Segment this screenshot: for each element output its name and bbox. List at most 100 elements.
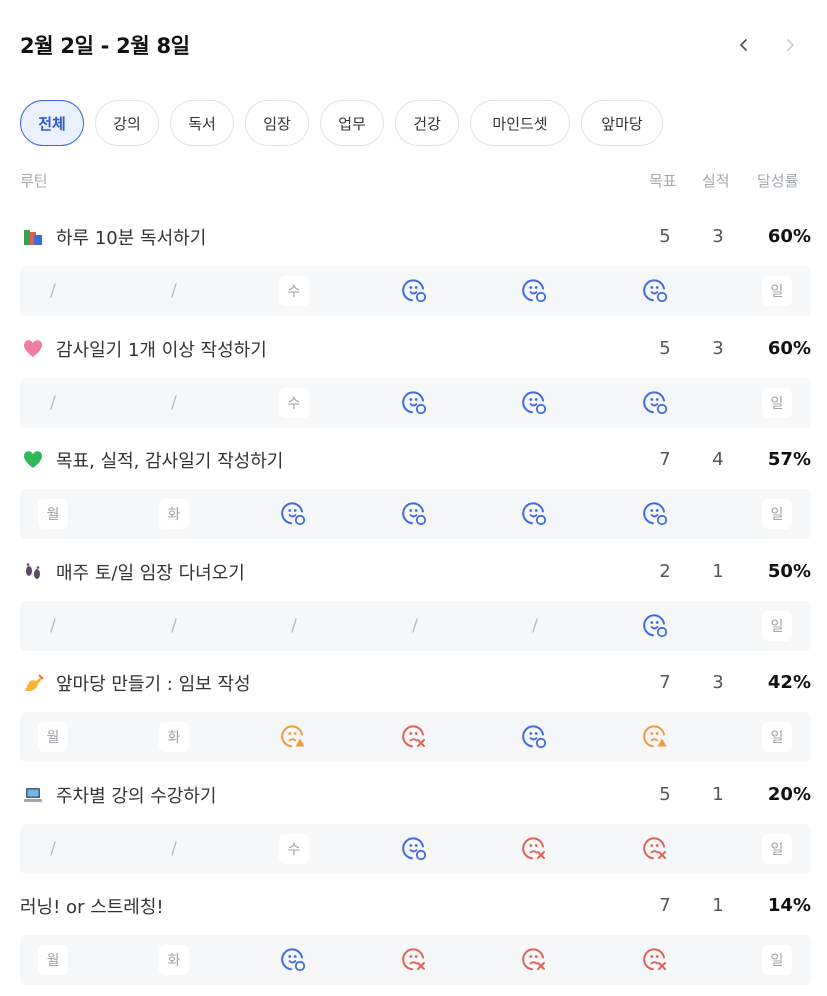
status-success-icon[interactable] [639,386,673,420]
day-label-box[interactable]: 월 [36,497,70,531]
status-fail-icon[interactable] [639,943,673,977]
filter-chip[interactable]: 독서 [170,100,234,146]
status-success-icon[interactable] [518,274,552,308]
status-success-icon[interactable] [518,720,552,754]
day-empty-slot[interactable]: / [36,832,70,866]
routine-row[interactable]: 감사일기 1개 이상 작성하기 5 3 60% / / 수 일 [20,334,811,432]
routine-done-count: 3 [712,337,724,359]
prev-week-button[interactable] [731,32,757,58]
routine-goal-count: 7 [659,449,671,470]
filter-chip[interactable]: 전체 [20,100,84,146]
day-label: 일 [762,945,792,975]
day-label-box[interactable]: 일 [760,274,794,308]
day-empty-slot[interactable]: / [157,832,191,866]
filter-chip[interactable]: 마인드셋 [470,100,570,146]
slash-mark: / [171,281,177,301]
slash-mark: / [171,838,177,859]
status-success-icon[interactable] [639,497,673,531]
status-success-icon[interactable] [639,609,673,643]
routine-row[interactable]: 러닝! or 스트레칭! 7 1 14% 월 화 일 [20,891,811,989]
status-success-icon[interactable] [398,497,432,531]
slash-mark: / [291,615,297,636]
day-label-box[interactable]: 화 [157,720,191,754]
status-success-icon[interactable] [639,274,673,308]
day-label-box[interactable]: 일 [760,609,794,643]
routine-row[interactable]: 앞마당 만들기 : 임보 작성 7 3 42% 월 화 일 [20,668,811,766]
routine-achievement-rate: 57% [767,449,811,470]
day-label: 화 [159,499,189,529]
routine-row[interactable]: 하루 10분 독서하기 5 3 60% / / 수 일 [20,222,811,320]
slash-mark: / [532,615,538,636]
routine-done-count: 4 [712,449,724,470]
day-label-box[interactable]: 일 [760,832,794,866]
status-success-icon[interactable] [398,274,432,308]
routine-title-text: 매주 토/일 임장 다녀오기 [56,562,245,584]
status-success-icon[interactable] [277,497,311,531]
routine-row[interactable]: 주차별 강의 수강하기 5 1 20% / / 수 일 [20,780,811,878]
day-label-box[interactable]: 수 [277,274,311,308]
day-empty-slot[interactable]: / [398,609,432,643]
status-success-icon[interactable] [398,386,432,420]
status-warning-icon[interactable] [277,720,311,754]
pink-heart-icon [20,337,46,361]
day-empty-slot[interactable]: / [277,609,311,643]
routine-row[interactable]: 매주 토/일 임장 다녀오기 2 1 50% / / / / / 일 [20,557,811,655]
day-label-box[interactable]: 화 [157,943,191,977]
week-header: 2월 2일 - 2월 8일 [20,28,810,64]
status-success-icon[interactable] [518,497,552,531]
day-label-box[interactable]: 일 [760,386,794,420]
filter-chip[interactable]: 강의 [95,100,159,146]
slash-mark: / [171,615,177,636]
routine-goal-count: 5 [659,226,671,247]
filter-chip[interactable]: 임장 [245,100,309,146]
routine-achievement-rate: 60% [767,226,811,247]
day-empty-slot[interactable]: / [157,274,191,308]
status-fail-icon[interactable] [398,720,432,754]
day-empty-slot[interactable]: / [36,609,70,643]
day-label: 화 [159,945,189,975]
status-warning-icon[interactable] [639,720,673,754]
day-label: 일 [762,387,792,418]
filter-chip[interactable]: 건강 [395,100,459,146]
category-filter-chips: 전체 강의 독서 임장 업무 건강 마인드셋 앞마당 [20,100,663,146]
routine-row[interactable]: 목표, 실적, 감사일기 작성하기 7 4 57% 월 화 일 [20,445,811,543]
day-label-box[interactable]: 일 [760,497,794,531]
day-label: 화 [159,722,189,752]
day-label: 일 [762,499,792,529]
writing-hand-icon [20,671,46,695]
day-label-box[interactable]: 수 [277,386,311,420]
status-fail-icon[interactable] [518,943,552,977]
slash-mark: / [50,838,56,859]
column-header-goal: 목표 [649,172,677,190]
routine-done-count: 3 [712,672,724,693]
day-empty-slot[interactable]: / [36,386,70,420]
day-label-box[interactable]: 월 [36,720,70,754]
day-label-box[interactable]: 일 [760,943,794,977]
day-label-box[interactable]: 화 [157,497,191,531]
day-empty-slot[interactable]: / [36,274,70,308]
filter-chip[interactable]: 앞마당 [581,100,663,146]
column-header-rate: 달성률 [757,172,799,190]
day-empty-slot[interactable]: / [518,609,552,643]
status-success-icon[interactable] [398,832,432,866]
routine-day-tracker: / / / / / 일 [20,600,811,651]
day-label-box[interactable]: 수 [277,832,311,866]
routine-done-count: 3 [712,226,724,247]
day-empty-slot[interactable]: / [157,386,191,420]
day-label-box[interactable]: 월 [36,943,70,977]
routine-title: 하루 10분 독서하기 [20,222,206,252]
day-empty-slot[interactable]: / [157,609,191,643]
filter-chip[interactable]: 업무 [320,100,384,146]
day-label: 수 [279,387,309,418]
chevron-right-icon [787,39,794,51]
next-week-button[interactable] [777,32,803,58]
routine-title-text: 러닝! or 스트레칭! [20,897,164,918]
day-label-box[interactable]: 일 [760,720,794,754]
status-success-icon[interactable] [518,386,552,420]
status-fail-icon[interactable] [398,943,432,977]
status-success-icon[interactable] [277,943,311,977]
laptop-icon [20,783,46,807]
status-fail-icon[interactable] [639,832,673,866]
status-fail-icon[interactable] [518,832,552,866]
